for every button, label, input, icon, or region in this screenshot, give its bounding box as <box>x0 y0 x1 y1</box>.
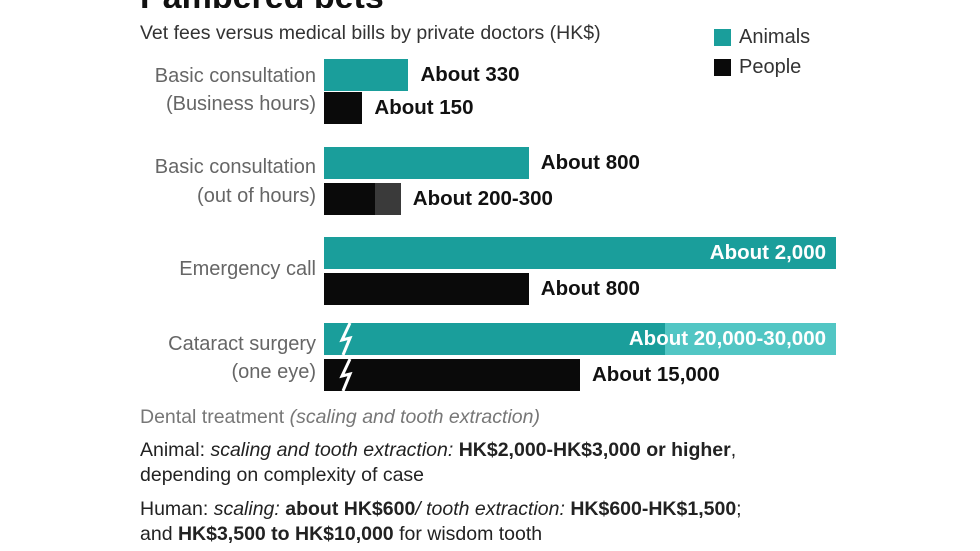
bar-range-extension <box>665 323 836 355</box>
dental-animal-note: Animal: scaling and tooth extraction: HK… <box>140 438 736 488</box>
dental-human-note: Human: scaling: about HK$600/ tooth extr… <box>140 497 742 547</box>
category-label: Cataract surgery <box>168 333 316 355</box>
dental-heading-text: Dental treatment <box>140 406 285 428</box>
bar-people <box>324 273 529 305</box>
animal-suffix: , <box>730 439 737 461</box>
legend-item-people: People <box>714 52 810 82</box>
bar-animals <box>324 147 529 179</box>
value-label-people: About 800 <box>540 277 640 300</box>
bar-people <box>324 183 401 215</box>
bar-people <box>324 359 580 391</box>
dental-heading: Dental treatment (scaling and tooth extr… <box>140 406 540 429</box>
axis-break-icon <box>339 322 353 356</box>
chart-subtitle: Vet fees versus medical bills by private… <box>140 22 601 44</box>
dental-heading-italic: (scaling and tooth extraction) <box>289 406 540 428</box>
value-label-animals: About 800 <box>540 151 640 174</box>
animal-italic: scaling and tooth extraction: <box>210 439 454 461</box>
bar-people <box>324 92 363 124</box>
legend-label-people: People <box>739 55 802 78</box>
human-price2: HK$600-HK$1,500 <box>570 498 737 520</box>
legend-item-animals: Animals <box>714 22 810 52</box>
value-label-animals: About 20,000-30,000 <box>628 327 826 350</box>
category-label: Emergency call <box>179 258 316 280</box>
animal-prefix: Animal: <box>140 439 211 461</box>
human-italic2: / tooth extraction: <box>415 498 565 520</box>
bar-animals <box>324 59 409 91</box>
category-label: (Business hours) <box>165 93 316 115</box>
value-label-people: About 200-300 <box>412 187 553 210</box>
bar-animals <box>324 323 836 355</box>
bar-range-extension <box>375 183 401 215</box>
category-label: (out of hours) <box>197 185 316 207</box>
legend-swatch-animals <box>714 28 731 46</box>
category-label: (one eye) <box>231 361 317 383</box>
human-line2-prefix: and <box>140 523 178 545</box>
axis-break-icon <box>339 358 353 392</box>
value-label-animals: About 330 <box>420 63 520 86</box>
bar-animals <box>324 237 836 269</box>
human-prefix: Human: <box>140 498 214 520</box>
human-price1: about HK$600 <box>285 498 416 520</box>
legend-swatch-people <box>714 58 731 76</box>
legend: Animals People <box>714 22 810 82</box>
category-label: Basic consultation <box>154 65 316 87</box>
legend-label-animals: Animals <box>739 25 811 48</box>
category-label: Basic consultation <box>154 156 316 178</box>
value-label-animals: About 2,000 <box>709 241 826 264</box>
human-price3: HK$3,500 to HK$10,000 <box>177 523 394 545</box>
animal-price: HK$2,000-HK$3,000 or higher <box>458 439 731 461</box>
value-label-people: About 150 <box>374 96 474 119</box>
human-italic1: scaling: <box>213 498 280 520</box>
human-suffix1: ; <box>736 498 742 520</box>
value-label-people: About 15,000 <box>592 363 720 386</box>
animal-line2: depending on complexity of case <box>140 464 425 486</box>
chart-title: Pampered pets <box>140 0 384 8</box>
human-line2-suffix: for wisdom tooth <box>393 523 543 545</box>
